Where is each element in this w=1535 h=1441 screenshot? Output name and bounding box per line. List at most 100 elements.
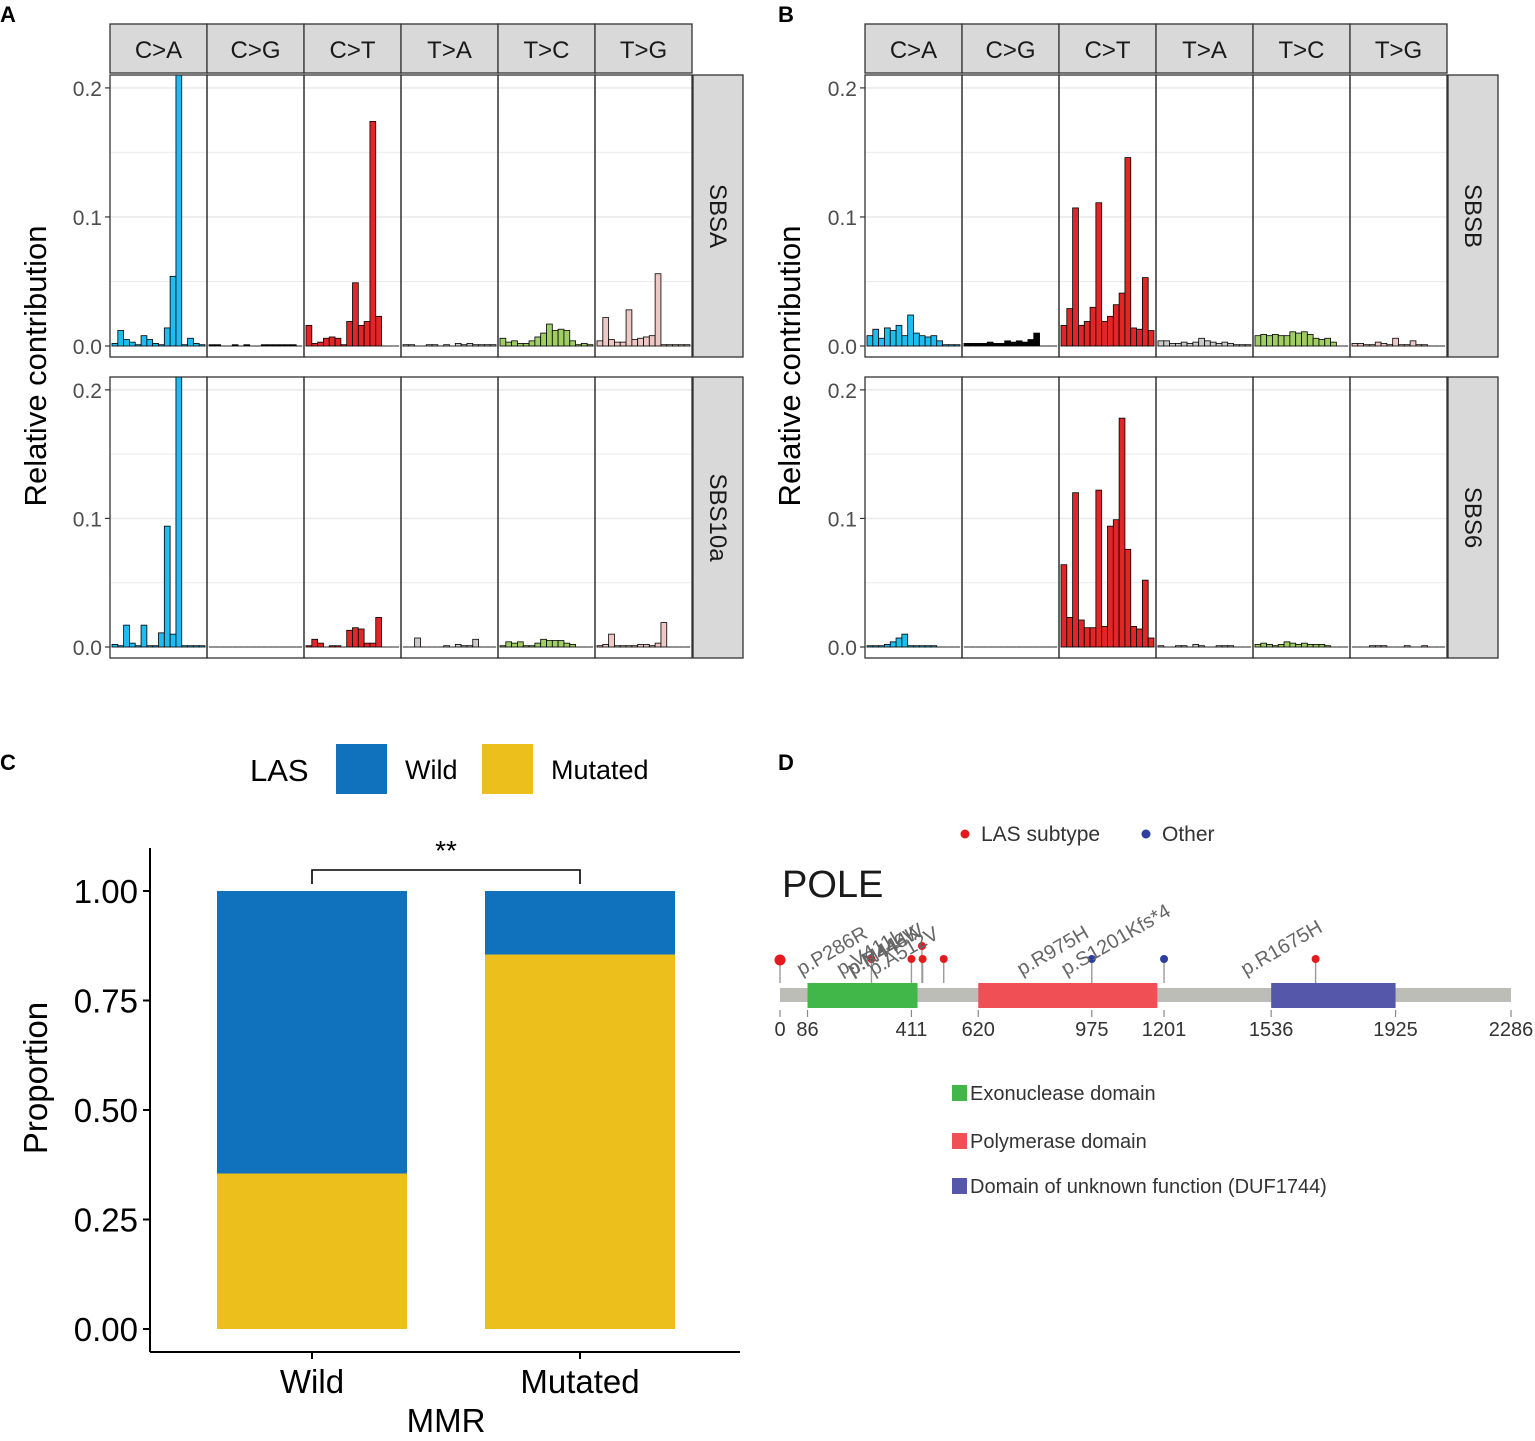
facet-frame	[1252, 376, 1351, 659]
signature-bar	[499, 645, 507, 648]
signature-bar	[1078, 324, 1085, 347]
signature-bar	[522, 645, 530, 648]
domain-legend-label: Polymerase domain	[970, 1131, 1147, 1153]
signature-bar	[631, 339, 639, 347]
series-strip	[692, 74, 744, 358]
signature-bar	[1089, 306, 1097, 347]
signature-bar	[625, 309, 633, 347]
position-tick-label: 2286	[1489, 1019, 1534, 1041]
signature-bar	[443, 645, 450, 648]
signature-bar	[1118, 417, 1126, 648]
signature-bar	[328, 336, 336, 347]
signature-bar	[334, 645, 342, 648]
signature-bar	[187, 337, 194, 347]
signature-bar	[1130, 327, 1137, 347]
legend-label-mutated: Mutated	[551, 755, 649, 785]
facet-strip-label: C>T	[329, 37, 375, 64]
signature-bar	[181, 645, 188, 648]
signature-bar	[1283, 641, 1291, 648]
signature-bar	[260, 344, 268, 347]
facet-strip-label: C>G	[230, 37, 280, 64]
signature-bar	[1015, 340, 1023, 347]
signature-bar	[1072, 207, 1079, 347]
panel-label-c: C	[0, 750, 16, 775]
signature-bar	[505, 341, 513, 347]
signature-bar	[672, 344, 679, 347]
signature-bar	[352, 282, 359, 347]
signature-bar	[660, 344, 668, 347]
domain-legend-label: Domain of unknown function (DUF1744)	[970, 1176, 1327, 1198]
series-strip-label: SBSB	[1459, 184, 1486, 248]
signature-bar	[192, 645, 200, 648]
facet-strip-label: T>G	[1375, 37, 1422, 64]
signature-bar	[596, 645, 604, 648]
signature-bar	[1421, 344, 1428, 347]
signature-bar	[551, 330, 559, 347]
signature-bar	[363, 321, 371, 347]
signature-bar	[1380, 645, 1388, 648]
signature-bar	[505, 641, 513, 648]
signature-bar	[1215, 343, 1223, 347]
signature-bar	[643, 336, 650, 347]
facet-strip-label: C>T	[1084, 37, 1130, 64]
lollipop-head-las	[867, 955, 876, 963]
signature-bar	[117, 645, 125, 648]
signature-bar	[884, 644, 891, 648]
signature-bar	[231, 344, 239, 347]
facet-strip-label: C>A	[135, 37, 182, 64]
signature-bar	[140, 624, 148, 648]
signature-bar	[1180, 341, 1188, 347]
facet-strip-label: T>A	[427, 37, 472, 64]
signature-bar	[528, 340, 536, 347]
lollipop-head-other	[1160, 955, 1169, 963]
signature-bar	[192, 343, 200, 347]
signature-bar	[643, 644, 650, 648]
signature-bar	[546, 323, 553, 347]
facet-frame	[1252, 74, 1351, 358]
signature-bar	[1083, 321, 1091, 347]
signature-bar	[158, 344, 165, 347]
x-tick-label: Wild	[280, 1363, 344, 1400]
x-tick-label: Mutated	[520, 1363, 639, 1400]
signature-bar	[953, 344, 961, 347]
signature-bar	[284, 344, 291, 347]
signature-bar	[602, 317, 610, 347]
signature-bar	[123, 624, 130, 648]
facet-strip	[497, 23, 596, 74]
legend-title: LAS	[250, 753, 309, 788]
signature-bar	[1107, 315, 1114, 347]
signature-bar	[660, 622, 668, 648]
signature-bar	[1295, 644, 1302, 648]
proportion-panel: LAS Wild Mutated 0.00 0.25 0.50 0.75 1.00 Propor…	[17, 744, 740, 1439]
signature-bar	[134, 344, 142, 347]
signature-bar	[1021, 341, 1029, 347]
signature-bar	[1380, 343, 1388, 347]
signature-bar	[1221, 645, 1229, 648]
signature-bar	[1254, 644, 1262, 648]
signature-bar	[1209, 341, 1217, 347]
facet-frame	[400, 376, 499, 659]
signature-bar	[528, 645, 536, 648]
signature-bar	[918, 645, 926, 648]
signature-bar	[1118, 292, 1126, 347]
signature-bar	[305, 645, 313, 648]
signature-bar	[540, 638, 547, 648]
signature-bar	[1175, 645, 1182, 648]
signature-bar	[648, 335, 656, 347]
signature-bar	[454, 343, 462, 347]
signature-bar	[363, 642, 371, 648]
signature-bar	[637, 337, 644, 347]
signature-bar	[472, 344, 479, 347]
facet-strip	[864, 23, 963, 74]
signature-bar	[1392, 337, 1399, 347]
signature-bar	[243, 344, 251, 347]
signature-bar	[175, 376, 183, 648]
signature-bar	[924, 336, 932, 347]
signature-bar	[489, 344, 497, 347]
signature-bar	[334, 337, 342, 347]
signature-bar	[557, 640, 565, 648]
domain-legend-swatch	[952, 1133, 967, 1149]
signature-bar	[134, 645, 142, 648]
facet-frame	[594, 74, 693, 358]
